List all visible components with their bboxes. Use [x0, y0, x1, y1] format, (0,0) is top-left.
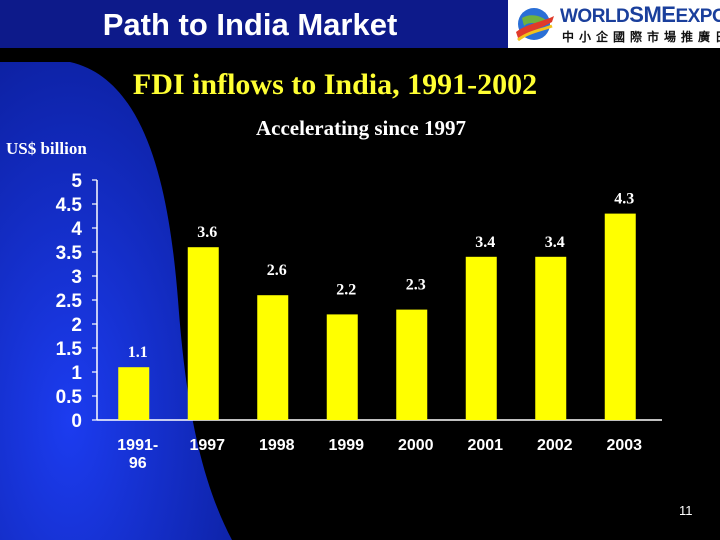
page-number: 11: [679, 503, 693, 518]
y-tick-label: 3: [71, 267, 82, 288]
data-label: 3.4: [545, 234, 565, 251]
data-label: 2.3: [406, 277, 426, 294]
bar: [118, 367, 150, 420]
data-label: 3.6: [197, 224, 217, 241]
data-label: 2.2: [336, 281, 356, 298]
bar: [535, 256, 567, 420]
bar: [187, 247, 219, 420]
x-tick-label: 2000: [398, 437, 434, 454]
data-label: 4.3: [614, 191, 634, 208]
chart-title: FDI inflows to India, 1991-2002: [132, 68, 538, 101]
bar: [604, 213, 636, 420]
y-tick-label: 2.5: [56, 291, 83, 312]
world-sme-expo-logo: WORLDSMEEXPO 中小企國際市場推廣日: [508, 0, 720, 48]
y-tick-label: 1: [71, 363, 82, 384]
x-tick-label: 1997: [189, 437, 225, 454]
y-tick-label: 4: [71, 219, 82, 240]
bar: [326, 314, 358, 420]
data-label: 2.6: [267, 262, 287, 279]
y-tick-label: 0.5: [56, 387, 83, 408]
y-tick-label: 3.5: [56, 243, 83, 264]
globe-emblem-icon: [516, 8, 554, 42]
x-tick-label: 2003: [606, 437, 642, 454]
bar: [465, 256, 497, 420]
logo-wordmark: WORLDSMEEXPO: [560, 2, 720, 27]
chart-subtitle: Accelerating since 1997: [256, 116, 466, 140]
bar: [257, 295, 289, 420]
logo-chinese-text: 中小企國際市場推廣日: [562, 30, 720, 44]
y-tick-label: 5: [71, 171, 82, 192]
x-tick-label: 1991-: [117, 437, 158, 454]
x-tick-label: 1998: [259, 437, 295, 454]
y-tick-label: 1.5: [56, 339, 83, 360]
bar: [396, 309, 428, 420]
slide-title: Path to India Market: [102, 7, 398, 42]
x-tick-label: 2001: [467, 437, 503, 454]
y-tick-label: 0: [71, 411, 82, 432]
y-tick-label: 2: [71, 315, 82, 336]
data-label: 3.4: [475, 234, 495, 251]
x-tick-label: 2002: [537, 437, 573, 454]
x-tick-label: 96: [129, 455, 147, 472]
y-axis-unit-label: US$ billion: [6, 139, 87, 158]
y-tick-label: 4.5: [56, 195, 83, 216]
x-tick-label: 1999: [328, 437, 364, 454]
data-label: 1.1: [128, 344, 148, 361]
